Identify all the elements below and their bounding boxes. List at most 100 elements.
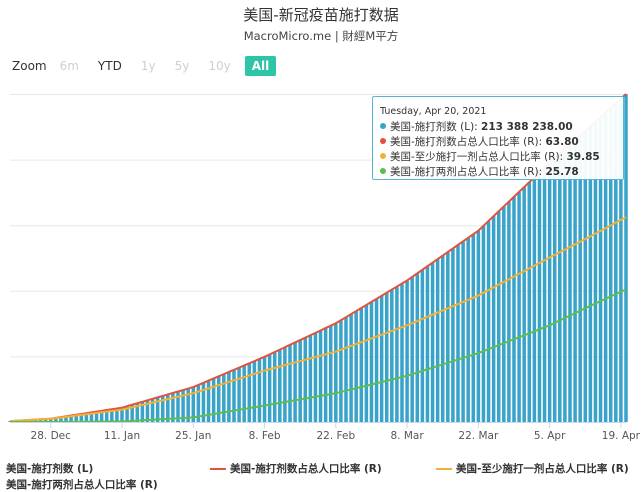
bar [339, 320, 343, 422]
bar [624, 94, 628, 422]
bar [59, 417, 63, 422]
bar [405, 280, 409, 422]
zoom-ytd-button[interactable]: YTD [97, 59, 122, 73]
bar [145, 400, 150, 422]
bar [323, 328, 328, 422]
bar [222, 374, 226, 422]
x-tick-label: 11. Jan [104, 430, 140, 442]
legend-swatch [210, 467, 226, 470]
bar [359, 308, 364, 422]
bar [38, 419, 43, 422]
bar [33, 419, 38, 422]
tooltip-row-value: 25.78 [545, 166, 579, 178]
bar [334, 323, 338, 422]
bar [563, 149, 567, 422]
bar [328, 325, 333, 422]
bar [379, 295, 384, 422]
bar [84, 413, 89, 422]
bar [120, 407, 124, 422]
bar [186, 388, 190, 422]
zoom-5y-button[interactable]: 5y [174, 59, 190, 73]
x-tick-label: 5. Apr [534, 430, 566, 442]
bar [354, 311, 358, 422]
tooltip-dot [380, 168, 386, 174]
bar [140, 401, 145, 422]
bar [425, 266, 430, 422]
bar [558, 153, 562, 422]
bar [283, 347, 287, 422]
bar [125, 406, 129, 422]
legend-item-doses-ratio[interactable]: 美国-施打剂数占总人口比率 (R) [210, 461, 382, 476]
bar [420, 269, 425, 422]
zoom-all-button[interactable]: All [244, 56, 277, 76]
tooltip-date: Tuesday, Apr 20, 2021 [380, 106, 487, 117]
tooltip-dot [380, 138, 386, 144]
bar [507, 201, 511, 422]
x-tick-label: 28. Dec [31, 430, 72, 442]
bar [74, 414, 78, 422]
series-line-0[interactable] [9, 93, 627, 423]
bar [110, 409, 114, 422]
legend-item-doses[interactable]: 美国-施打剂数 (L) [6, 461, 93, 476]
legend-item-one-dose[interactable]: 美国-至少施打一剂占总人口比率 (R) [436, 461, 629, 476]
bar [598, 117, 603, 423]
chart-subtitle: MacroMicro.me | 財經M平方 [243, 29, 399, 43]
bar [440, 255, 445, 422]
bar [395, 286, 399, 422]
bar [522, 187, 526, 422]
tooltip-row-one-dose: 美国-至少施打一剂占总人口比率 (R): 39.85 [380, 150, 616, 165]
bar [308, 335, 313, 422]
line-series-group[interactable] [9, 93, 627, 423]
bar [547, 162, 552, 422]
tooltip-dot [380, 153, 386, 159]
tooltip-row-label: 美国-施打两剂占总人口比率 (R): [390, 166, 546, 178]
chart-plot[interactable]: 28. Dec 11. Jan 25. Jan 8. Feb 22. Feb 8. Mar… [0, 84, 642, 444]
bar [150, 398, 155, 422]
bar [252, 361, 257, 422]
bar [476, 230, 481, 422]
bar [64, 416, 68, 422]
bar [451, 248, 455, 422]
bar [568, 144, 572, 422]
tooltip-dot [380, 123, 386, 129]
bar [166, 394, 170, 422]
bar [384, 292, 389, 422]
bar [461, 241, 465, 422]
legend-label: 美国-施打两剂占总人口比率 (R) [6, 479, 158, 491]
tooltip-row-value: 213 388 238.00 [481, 121, 573, 133]
bar [593, 121, 598, 422]
zoom-1y-button[interactable]: 1y [140, 59, 156, 73]
bar [502, 206, 506, 422]
bar [410, 276, 414, 422]
bar-series-doses[interactable] [8, 94, 628, 423]
bar [206, 380, 211, 422]
tooltip-row-label: 美国-施打剂数占总人口比率 (R): [390, 136, 546, 148]
bar [181, 390, 185, 422]
bar [573, 140, 577, 422]
bar [262, 356, 267, 422]
bar [130, 404, 134, 422]
bar [390, 289, 394, 422]
x-tick-label: 19. Apr [602, 430, 641, 442]
series-line-1[interactable] [9, 216, 627, 423]
bar [242, 365, 246, 422]
legend-item-two-doses[interactable]: 美国-施打两剂占总人口比率 (R) [6, 477, 158, 492]
bar [211, 378, 216, 422]
bar [237, 367, 241, 422]
bar [415, 273, 420, 422]
zoom-6m-button[interactable]: 6m [59, 59, 79, 73]
bar [374, 298, 379, 422]
tooltip-row-two-doses: 美国-施打两剂占总人口比率 (R): 25.78 [380, 165, 616, 180]
x-axis: 28. Dec 11. Jan 25. Jan 8. Feb 22. Feb 8. Mar… [10, 422, 641, 442]
bar [517, 191, 521, 422]
zoom-10y-button[interactable]: 10y [208, 59, 231, 73]
bar [496, 211, 501, 422]
series-line-2[interactable] [10, 288, 627, 423]
bar [43, 419, 48, 422]
bar [272, 352, 277, 422]
bar [48, 418, 53, 422]
bar [232, 369, 236, 422]
bar [430, 262, 435, 422]
bar [614, 103, 618, 422]
bar [216, 376, 221, 422]
